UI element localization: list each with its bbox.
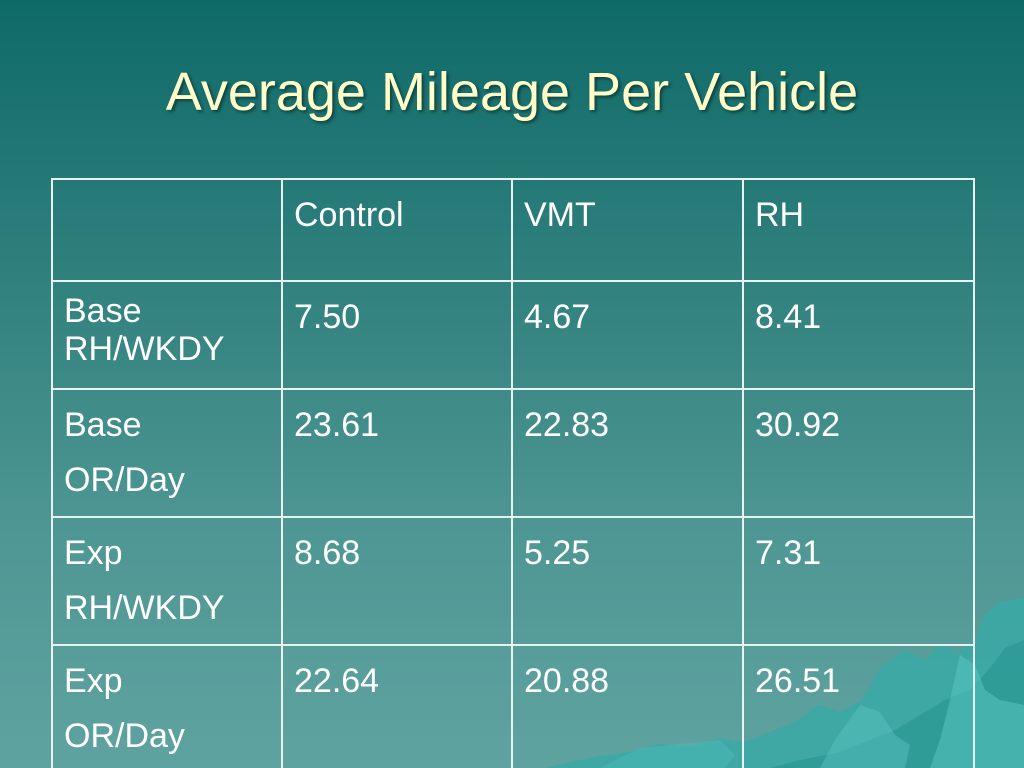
- row-label-line-2: RH/WKDY: [64, 589, 225, 627]
- cell-control: 7.50: [281, 280, 513, 390]
- row-label-line-2: RH/WKDY: [64, 330, 225, 368]
- row-label: Exp RH/WKDY: [51, 516, 283, 646]
- cell-control: 8.68: [281, 516, 513, 646]
- header-cell-control: Control: [281, 178, 513, 282]
- cell-vmt: 22.83: [511, 388, 744, 518]
- cell-control: 23.61: [281, 388, 513, 518]
- cell-vmt: 20.88: [511, 644, 744, 768]
- slide-title: Average Mileage Per Vehicle: [165, 62, 859, 122]
- row-label: Exp OR/Day: [51, 644, 283, 768]
- cell-rh: 26.51: [742, 644, 975, 768]
- header-cell-empty: [51, 178, 283, 282]
- table-row: Base OR/Day 23.61 22.83 30.92: [51, 388, 975, 518]
- row-label: Base RH/WKDY: [51, 280, 283, 390]
- row-label-line-1: Exp: [64, 534, 123, 572]
- header-cell-rh: RH: [742, 178, 975, 282]
- mileage-table: Control VMT RH Base RH/WKDY 7.50 4.67 8.4…: [51, 178, 975, 768]
- row-label-line-1: Base: [64, 406, 142, 444]
- cell-vmt: 4.67: [511, 280, 744, 390]
- header-cell-vmt: VMT: [511, 178, 744, 282]
- cell-control: 22.64: [281, 644, 513, 768]
- cell-rh: 30.92: [742, 388, 975, 518]
- row-label-line-2: OR/Day: [64, 717, 185, 755]
- table-row: Base RH/WKDY 7.50 4.67 8.41: [51, 280, 975, 390]
- table-row: Exp OR/Day 22.64 20.88 26.51: [51, 644, 975, 768]
- cell-rh: 8.41: [742, 280, 975, 390]
- cell-vmt: 5.25: [511, 516, 744, 646]
- row-label-line-1: Exp: [64, 662, 123, 700]
- cell-rh: 7.31: [742, 516, 975, 646]
- table-row: Exp RH/WKDY 8.68 5.25 7.31: [51, 516, 975, 646]
- row-label-line-2: OR/Day: [64, 461, 185, 499]
- row-label-line-1: Base: [64, 292, 142, 330]
- table-header-row: Control VMT RH: [51, 178, 975, 282]
- row-label: Base OR/Day: [51, 388, 283, 518]
